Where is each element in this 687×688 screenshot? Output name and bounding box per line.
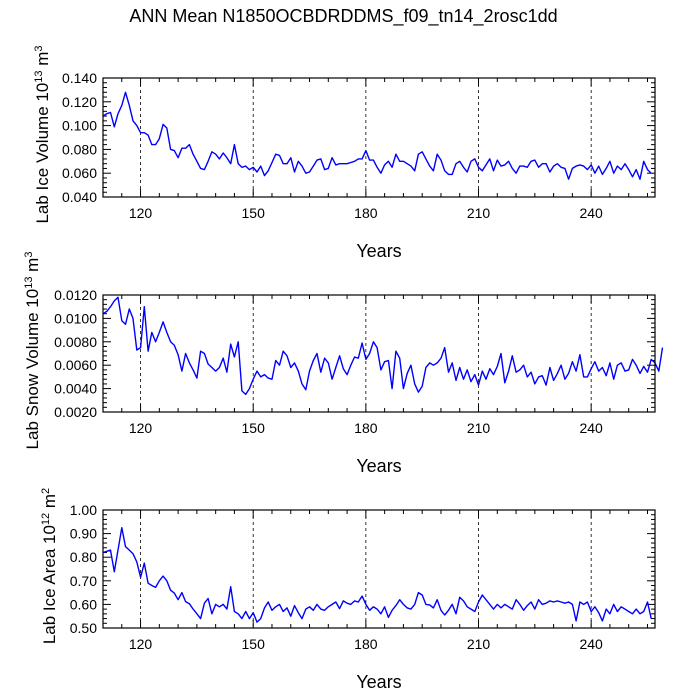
- chart-1-y-tick-label-0.060: 0.060: [62, 165, 97, 181]
- chart-3-y-tick-label-0.50: 0.50: [70, 620, 97, 636]
- chart-1-y-tick-label-0.140: 0.140: [62, 70, 97, 86]
- chart-3-y-axis-label: Lab Ice Area 1012 m2: [40, 488, 59, 644]
- chart-2-x-axis-label: Years: [356, 456, 401, 476]
- chart-3-x-tick-label-120: 120: [129, 636, 153, 652]
- chart-2-x-tick-label-150: 150: [242, 420, 266, 436]
- chart-2-y-tick-label-0.0100: 0.0100: [54, 310, 97, 326]
- chart-3-x-tick-label-240: 240: [579, 636, 603, 652]
- chart-1-plot-frame: [102, 77, 656, 198]
- chart-2-x-tick-label-180: 180: [354, 420, 378, 436]
- chart-3-x-tick-label-150: 150: [242, 636, 266, 652]
- chart-2-y-axis-label: Lab Snow Volume 1013 m3: [23, 252, 42, 450]
- chart-2-y-tick-label-0.0080: 0.0080: [54, 334, 97, 350]
- chart-2-series-line-1: [102, 296, 664, 396]
- chart-2-x-tick-label-120: 120: [129, 420, 153, 436]
- chart-1-x-tick-label-120: 120: [129, 205, 153, 221]
- chart-title: ANN Mean N1850OCBDRDDMS_f09_tn14_2rosc1d…: [129, 6, 558, 26]
- chart-3-y-tick-label-0.90: 0.90: [70, 526, 97, 542]
- chart-3-series-line-1: [102, 527, 652, 623]
- chart-1-y-axis-label: Lab Ice Volume 1013 m3: [33, 45, 52, 223]
- chart-3-plot-frame: [102, 509, 656, 629]
- chart-1-x-axis-label: Years: [356, 241, 401, 261]
- chart-3-y-tick-label-1.00: 1.00: [70, 502, 97, 518]
- chart-2-y-tick-label-0.0020: 0.0020: [54, 404, 97, 420]
- chart-1-x-tick-label-210: 210: [467, 205, 491, 221]
- chart-3-x-axis-label: Years: [356, 672, 401, 688]
- chart-2-y-tick-label-0.0120: 0.0120: [54, 287, 97, 303]
- chart-2-plot-frame: [102, 294, 656, 413]
- chart-3-y-tick-label-0.70: 0.70: [70, 573, 97, 589]
- chart-3-y-tick-label-0.60: 0.60: [70, 596, 97, 612]
- chart-3-y-tick-label-0.80: 0.80: [70, 549, 97, 565]
- chart-1-y-tick-label-0.080: 0.080: [62, 141, 97, 157]
- chart-1-x-tick-label-180: 180: [354, 205, 378, 221]
- chart-1-y-tick-label-0.040: 0.040: [62, 189, 97, 205]
- chart-1-x-tick-label-150: 150: [242, 205, 266, 221]
- chart-2-x-tick-label-240: 240: [579, 420, 603, 436]
- chart-1-series-line-1: [102, 91, 652, 180]
- chart-2-y-tick-label-0.0060: 0.0060: [54, 357, 97, 373]
- chart-3-x-tick-label-210: 210: [467, 636, 491, 652]
- chart-1-y-tick-label-0.120: 0.120: [62, 94, 97, 110]
- chart-1-x-tick-label-240: 240: [579, 205, 603, 221]
- chart-3-x-tick-label-180: 180: [354, 636, 378, 652]
- chart-1-y-tick-label-0.100: 0.100: [62, 118, 97, 134]
- chart-2-x-tick-label-210: 210: [467, 420, 491, 436]
- chart-2-y-tick-label-0.0040: 0.0040: [54, 381, 97, 397]
